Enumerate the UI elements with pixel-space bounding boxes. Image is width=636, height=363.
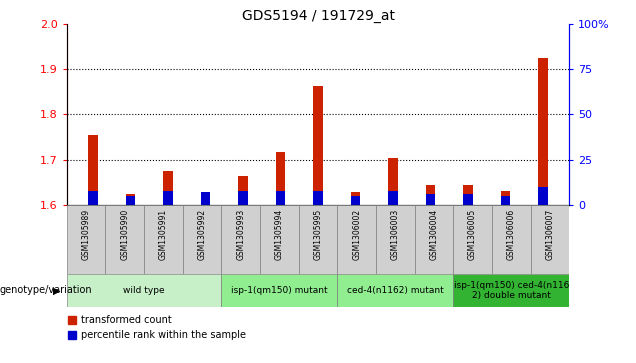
Text: GSM1306007: GSM1306007 <box>546 208 555 260</box>
Bar <box>337 274 453 307</box>
Text: ced-4(n1162) mutant: ced-4(n1162) mutant <box>347 286 444 295</box>
Text: isp-1(qm150) ced-4(n116
2) double mutant: isp-1(qm150) ced-4(n116 2) double mutant <box>453 281 569 300</box>
Bar <box>538 187 548 205</box>
Text: genotype/variation: genotype/variation <box>0 285 93 295</box>
Bar <box>351 196 360 205</box>
Bar <box>201 193 211 205</box>
Bar <box>538 58 548 205</box>
Bar <box>163 191 173 205</box>
Bar <box>201 192 211 205</box>
Bar <box>221 205 260 274</box>
Bar <box>260 205 299 274</box>
Bar <box>238 191 247 205</box>
Text: GSM1305990: GSM1305990 <box>120 208 129 260</box>
Bar <box>501 192 510 205</box>
Bar <box>126 196 135 205</box>
Text: GSM1306004: GSM1306004 <box>429 208 438 260</box>
Title: GDS5194 / 191729_at: GDS5194 / 191729_at <box>242 9 394 23</box>
Bar <box>106 205 144 274</box>
Bar <box>453 205 492 274</box>
Bar <box>88 135 98 205</box>
Text: GSM1305989: GSM1305989 <box>81 208 90 260</box>
Bar <box>183 205 221 274</box>
Bar <box>351 192 360 205</box>
Text: ▶: ▶ <box>53 285 60 295</box>
Bar <box>276 191 285 205</box>
Bar <box>314 191 322 205</box>
Text: isp-1(qm150) mutant: isp-1(qm150) mutant <box>231 286 328 295</box>
Bar <box>425 194 435 205</box>
Text: GSM1306006: GSM1306006 <box>507 208 516 260</box>
Text: GSM1305991: GSM1305991 <box>159 208 168 260</box>
Bar <box>530 205 569 274</box>
Text: GSM1306003: GSM1306003 <box>391 208 400 260</box>
Text: wild type: wild type <box>123 286 165 295</box>
Bar <box>501 196 510 205</box>
Bar <box>492 205 530 274</box>
Bar <box>415 205 453 274</box>
Bar <box>463 185 473 205</box>
Bar <box>463 194 473 205</box>
Bar <box>425 185 435 205</box>
Bar <box>221 274 337 307</box>
Bar <box>389 158 398 205</box>
Bar <box>163 171 173 205</box>
Bar <box>88 191 98 205</box>
Bar <box>67 274 221 307</box>
Bar <box>126 194 135 205</box>
Bar <box>67 205 106 274</box>
Bar <box>299 205 337 274</box>
Bar <box>389 191 398 205</box>
Bar <box>376 205 415 274</box>
Bar <box>238 176 247 205</box>
Text: GSM1306002: GSM1306002 <box>352 208 361 260</box>
Bar <box>276 151 285 205</box>
Bar <box>337 205 376 274</box>
Text: GSM1305992: GSM1305992 <box>198 208 207 260</box>
Text: GSM1305995: GSM1305995 <box>314 208 322 260</box>
Bar <box>144 205 183 274</box>
Text: GSM1305993: GSM1305993 <box>236 208 245 260</box>
Text: GSM1305994: GSM1305994 <box>275 208 284 260</box>
Legend: transformed count, percentile rank within the sample: transformed count, percentile rank withi… <box>64 311 249 344</box>
Text: GSM1306005: GSM1306005 <box>468 208 477 260</box>
Bar <box>453 274 569 307</box>
Bar <box>314 86 322 205</box>
